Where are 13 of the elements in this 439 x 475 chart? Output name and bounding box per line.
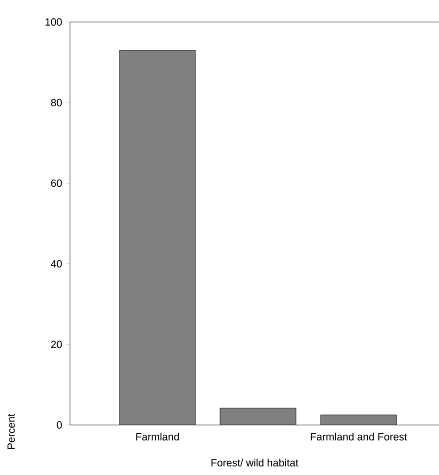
y-tick-label: 40 <box>50 260 62 268</box>
y-axis-title: Percent <box>7 414 15 449</box>
y-tick-label: 60 <box>51 179 62 187</box>
bar <box>220 408 296 425</box>
y-tick-label: 80 <box>50 98 62 106</box>
y-tick-label: 20 <box>51 340 62 348</box>
x-tick-label: Farmland <box>136 432 179 440</box>
y-tick-label: 100 <box>45 18 62 26</box>
x-axis-title: Forest/ wild habitat <box>211 458 298 466</box>
x-tick-label: Farmland and Forest <box>310 432 407 440</box>
bar <box>119 50 196 425</box>
bar <box>320 414 397 425</box>
y-tick-label: 0 <box>56 421 62 429</box>
